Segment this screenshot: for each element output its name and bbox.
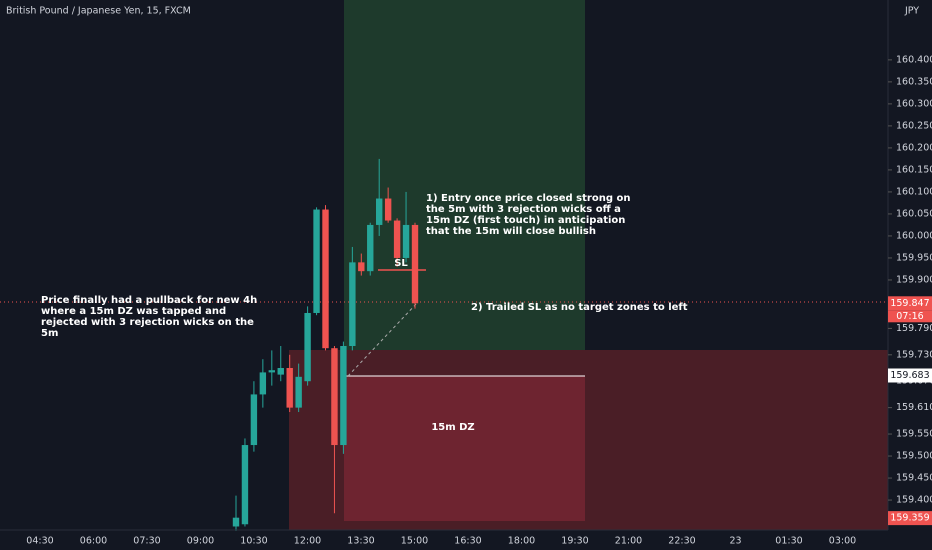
entry-note: the 5m with 3 rejection wicks off a — [426, 204, 621, 215]
x-tick-label: 15:00 — [401, 536, 428, 547]
candle-body — [304, 312, 311, 382]
y-tick-label: 160.350 — [896, 76, 932, 87]
candle-body — [277, 368, 284, 375]
candle-body — [367, 224, 374, 272]
x-tick-label: 12:00 — [294, 536, 321, 547]
candle-body — [331, 348, 338, 446]
y-tick-label: 160.300 — [896, 98, 932, 109]
y-tick-label: 159.500 — [896, 451, 932, 462]
candle-body — [411, 224, 419, 304]
x-tick-label: 18:00 — [508, 536, 535, 547]
target-zone — [344, 0, 585, 350]
y-tick-label: 159.610 — [896, 402, 932, 413]
price-tag — [888, 296, 932, 311]
candle-body — [268, 370, 275, 373]
candle-body — [232, 517, 240, 527]
candle-body — [295, 376, 302, 408]
entry-note: 1) Entry once price closed strong on — [426, 193, 630, 204]
candle-body — [349, 262, 356, 346]
x-tick-label: 07:30 — [133, 536, 160, 547]
candle-body — [241, 445, 249, 525]
price-tag — [888, 511, 932, 526]
x-tick-label: 23 — [729, 536, 741, 547]
trend-line — [347, 301, 419, 377]
countdown-tag — [888, 310, 932, 323]
price-tag — [888, 368, 932, 383]
price-tag-label: 159.847 — [890, 298, 929, 309]
y-tick-label: 159.790 — [896, 323, 932, 334]
currency: JPY — [904, 6, 919, 17]
x-tick-label: 10:30 — [240, 536, 267, 547]
annotation: rejected with 3 rejection wicks on the — [41, 317, 254, 328]
x-tick-label: 22:30 — [668, 536, 695, 547]
y-tick-label: 160.200 — [896, 142, 932, 153]
chart-title: British Pound / Japanese Yen, 15, FXCM — [6, 6, 191, 17]
x-tick-label: 21:00 — [615, 536, 642, 547]
annotation: where a 15m DZ was tapped and — [41, 306, 226, 317]
y-tick-label: 159.950 — [896, 252, 932, 263]
candle-body — [393, 220, 401, 258]
y-tick-label: 160.400 — [896, 54, 932, 65]
x-tick-label: 16:30 — [454, 536, 481, 547]
x-tick-label: 19:30 — [561, 536, 588, 547]
countdown: 07:16 — [896, 311, 923, 322]
y-tick-label: 160.250 — [896, 120, 932, 131]
candle-body — [322, 209, 329, 349]
candle-body — [250, 394, 258, 446]
y-tick-label: 160.100 — [896, 186, 932, 197]
zones — [0, 0, 888, 530]
price-tag-label: 159.683 — [890, 370, 929, 381]
candle-body — [286, 368, 293, 408]
y-tick-label: 159.550 — [896, 429, 932, 440]
risk-zone — [344, 376, 585, 521]
y-tick-label: 159.400 — [896, 495, 932, 506]
y-tick-label: 159.900 — [896, 274, 932, 285]
y-tick-label: 159.730 — [896, 349, 932, 360]
price-tag-label: 159.359 — [890, 513, 929, 524]
y-tick-label: 160.150 — [896, 164, 932, 175]
x-tick-label: 09:00 — [187, 536, 214, 547]
annotation: Price finally had a pullback for new 4h — [41, 295, 257, 306]
candle-body — [340, 345, 347, 446]
candle-body — [259, 372, 267, 395]
y-tick-label: 159.450 — [896, 473, 932, 484]
candle-body — [358, 262, 365, 272]
candle-body — [384, 198, 392, 221]
sl-label: SL — [394, 258, 408, 269]
candle-body — [402, 224, 410, 258]
zone-label: 15m DZ — [431, 422, 474, 433]
annotation: 5m — [41, 328, 58, 339]
trail-note: 2) Trailed SL as no target zones to left — [471, 302, 688, 313]
x-tick-label: 04:30 — [26, 536, 53, 547]
y-tick-label: 160.000 — [896, 230, 932, 241]
x-tick-label: 13:30 — [347, 536, 374, 547]
entry-note: that the 15m will close bullish — [426, 226, 596, 237]
y-tick-label: 160.050 — [896, 208, 932, 219]
x-tick-label: 01:30 — [775, 536, 802, 547]
candles — [232, 158, 419, 531]
candle-body — [313, 209, 320, 313]
x-tick-label: 06:00 — [80, 536, 107, 547]
candle-body — [376, 198, 383, 225]
entry-note: 15m DZ (first touch) in anticipation — [426, 215, 625, 226]
x-tick-label: 03:00 — [829, 536, 856, 547]
